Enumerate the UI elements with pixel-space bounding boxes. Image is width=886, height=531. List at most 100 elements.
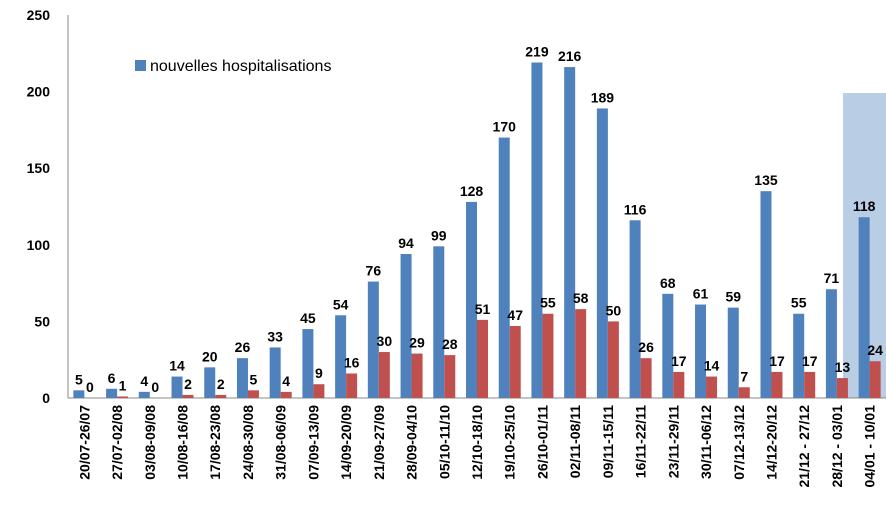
value-label: 54: [333, 296, 349, 312]
value-label: 9: [315, 365, 323, 381]
x-tick-label: 10/08-16/08: [175, 405, 191, 480]
bar: [727, 307, 739, 398]
value-label: 13: [835, 359, 851, 375]
value-label: 30: [377, 333, 393, 349]
bar: [695, 304, 707, 398]
value-label: 55: [540, 295, 556, 311]
bar: [869, 361, 881, 398]
bar: [596, 108, 608, 399]
bar: [106, 388, 118, 398]
value-label: 189: [591, 89, 615, 105]
x-tick-label: 26/10-01/11: [534, 405, 550, 479]
value-label: 0: [86, 379, 94, 395]
x-tick-label: 12/10-18/10: [469, 405, 485, 480]
value-label: 45: [300, 310, 316, 326]
bar: [564, 67, 576, 398]
x-tick-label: 16/11-22/11: [633, 405, 649, 478]
value-label: 4: [140, 373, 148, 389]
value-label: 55: [791, 295, 807, 311]
value-label: 17: [802, 353, 818, 369]
y-tick-label: 200: [27, 84, 51, 100]
value-label: 58: [573, 290, 589, 306]
value-label: 17: [671, 353, 687, 369]
bar: [215, 394, 227, 398]
bar: [640, 358, 652, 398]
value-label: 17: [769, 353, 785, 369]
x-tick-label: 20/07-26/07: [76, 405, 92, 480]
value-label: 14: [704, 358, 720, 374]
bar: [662, 293, 674, 398]
x-tick-label: 07/12-13/12: [731, 405, 747, 480]
bar: [629, 220, 641, 398]
value-label: 2: [217, 376, 225, 392]
x-tick-label: 04/01 - 10/01: [862, 405, 878, 488]
value-label: 76: [366, 263, 382, 279]
bar: [673, 371, 685, 398]
value-label: 24: [867, 342, 883, 358]
bar: [280, 391, 292, 398]
x-tick-label: 30/11-06/12: [698, 405, 714, 479]
x-tick-label: 23/11-29/11: [665, 405, 681, 478]
x-tick-label: 24/08-30/08: [240, 405, 256, 480]
x-tick-label: 31/08-06/09: [273, 405, 289, 480]
value-label: 26: [638, 339, 654, 355]
bar: [542, 313, 554, 398]
bar: [182, 394, 194, 398]
bar: [400, 253, 412, 398]
value-label: 219: [525, 43, 549, 59]
y-tick-label: 50: [34, 313, 50, 329]
bar: [477, 319, 488, 398]
value-label: 118: [853, 198, 876, 214]
value-label: 29: [409, 335, 425, 351]
value-label: 170: [493, 119, 517, 135]
bar: [138, 391, 150, 398]
x-tick-label: 09/11-15/11: [600, 405, 616, 478]
bar: [444, 355, 456, 398]
bar: [858, 217, 870, 398]
bar: [204, 367, 216, 398]
x-tick-label: 28/09-04/10: [404, 405, 420, 480]
bar: [706, 376, 718, 398]
bar: [498, 137, 510, 398]
bar: [302, 329, 314, 398]
bar: [269, 347, 281, 398]
x-tick-label: 21/09-27/09: [371, 405, 387, 480]
value-label: 71: [824, 270, 840, 286]
x-tick-label: 19/10-25/10: [502, 405, 518, 480]
value-label: 61: [693, 286, 709, 302]
value-label: 128: [460, 183, 484, 199]
value-label: 216: [558, 48, 582, 64]
legend-text: nouvelles hospitalisations: [150, 58, 331, 75]
x-tick-label: 14/09-20/09: [338, 405, 354, 480]
x-tick-label: 21/12 - 27/12: [796, 405, 812, 488]
bar: [531, 62, 543, 398]
x-tick-label: 17/08-23/08: [207, 405, 223, 480]
bar: [793, 313, 805, 398]
bar: [509, 325, 521, 398]
value-label: 14: [169, 358, 185, 374]
value-label: 28: [442, 336, 458, 352]
value-label: 26: [235, 339, 251, 355]
bar: [836, 378, 848, 398]
value-label: 47: [507, 307, 523, 323]
y-tick-label: 150: [27, 160, 51, 176]
bar: [825, 289, 837, 398]
bar: [738, 387, 750, 398]
value-label: 6: [108, 370, 116, 386]
bar: [804, 371, 816, 398]
bar: [346, 373, 358, 398]
x-tick-label: 14/12-20/12: [763, 405, 779, 480]
bar: [575, 309, 587, 398]
x-tick-label: 07/09-13/09: [305, 405, 321, 480]
bar: [378, 352, 390, 398]
bar: [771, 371, 783, 398]
x-tick-label: 03/08-09/08: [142, 405, 158, 480]
bar: [433, 246, 445, 398]
value-label: 2: [184, 376, 192, 392]
value-label: 4: [282, 373, 290, 389]
value-label: 7: [740, 368, 748, 384]
x-tick-label: 28/12 - 03/01: [829, 405, 845, 488]
y-tick-label: 250: [27, 7, 51, 23]
value-label: 1: [119, 377, 127, 393]
x-tick-label: 05/10-11/10: [436, 405, 452, 479]
